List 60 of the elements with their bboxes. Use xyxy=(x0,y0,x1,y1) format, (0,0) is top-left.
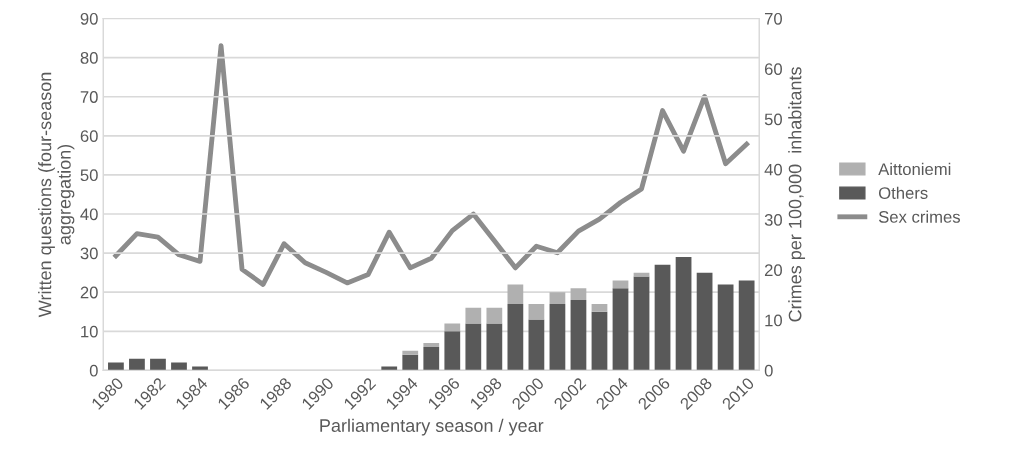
y2-tick-label: 40 xyxy=(764,163,782,176)
y2-tick-label: 70 xyxy=(764,12,782,25)
y2-tick-label: 20 xyxy=(764,264,782,277)
y-tick-label: 0 xyxy=(89,364,98,377)
bar xyxy=(423,343,440,347)
y-tick-label: 30 xyxy=(80,247,98,260)
bar xyxy=(423,346,440,371)
bar xyxy=(381,366,398,371)
y-axis-title: Written questions (four-season aggregation) xyxy=(38,72,75,318)
y-tick-label: 60 xyxy=(80,130,98,143)
y-tick-label: 50 xyxy=(80,169,98,182)
bar xyxy=(696,272,713,371)
y-tick-label: 90 xyxy=(80,12,98,25)
bar xyxy=(675,257,692,371)
legend-label: Aittoniemi xyxy=(878,162,951,176)
bar xyxy=(507,284,524,304)
y2-tick-label: 30 xyxy=(764,214,782,226)
bar xyxy=(507,303,524,371)
bar xyxy=(654,264,671,371)
bar xyxy=(633,272,650,277)
bar xyxy=(528,319,545,371)
bar xyxy=(486,323,503,371)
x-axis-title: Parliamentary season / year xyxy=(320,418,544,436)
bar xyxy=(591,311,608,371)
bar xyxy=(570,288,587,301)
bar xyxy=(171,362,187,371)
bar xyxy=(402,350,419,355)
bar xyxy=(549,303,566,371)
bar xyxy=(402,354,419,371)
y-tick-label: 20 xyxy=(80,286,98,299)
bar xyxy=(444,323,461,332)
bar xyxy=(192,366,208,371)
y2-tick-label: 10 xyxy=(765,314,782,327)
bar xyxy=(129,358,145,371)
bar xyxy=(612,280,629,289)
bar xyxy=(465,307,482,324)
y-tick-label: 10 xyxy=(81,325,98,338)
bar xyxy=(717,284,734,371)
bar xyxy=(549,292,566,304)
bar xyxy=(528,303,545,320)
y-tick-label: 40 xyxy=(80,208,98,221)
bar xyxy=(486,307,503,324)
bar xyxy=(108,362,124,371)
bar xyxy=(591,303,608,312)
y-tick-label: 70 xyxy=(80,91,98,103)
y2-tick-label: 0 xyxy=(764,364,773,377)
bar xyxy=(633,276,650,371)
legend-label: Sex crimes xyxy=(878,210,960,223)
y2-tick-label: 60 xyxy=(764,63,782,75)
y2-axis-title: Crimes per 100,000 inhabitants xyxy=(788,67,806,322)
y2-tick-label: 50 xyxy=(764,113,782,126)
bar xyxy=(612,288,629,371)
line-series xyxy=(113,43,750,287)
bar xyxy=(444,331,461,371)
bar xyxy=(465,323,482,371)
bar xyxy=(570,300,587,371)
legend-label: Others xyxy=(878,186,928,199)
bar xyxy=(738,280,755,371)
bar xyxy=(150,358,166,371)
y-tick-label: 80 xyxy=(80,52,98,64)
